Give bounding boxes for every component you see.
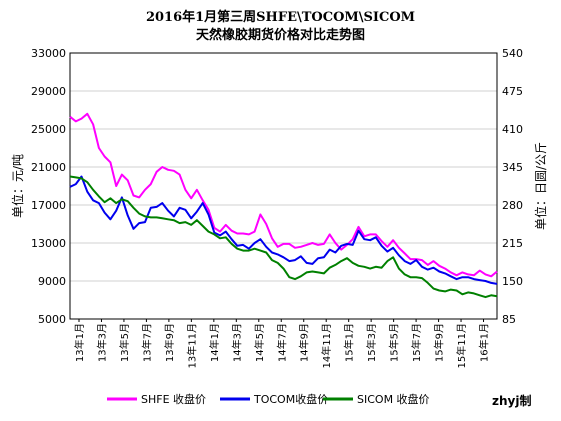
x-tick-label: 13年9月 (163, 323, 176, 362)
y-left-tick-label: 21000 (31, 161, 66, 174)
chart-title: 2016年1月第三周SHFE\TOCOM\SICOM (145, 10, 416, 25)
y-right-tick-label: 85 (502, 313, 516, 326)
x-tick-label: 15年3月 (365, 323, 378, 362)
y-left-tick-label: 9000 (38, 275, 66, 288)
x-tick-label: 16年1月 (478, 323, 491, 362)
y-left-tick-label: 17000 (31, 199, 66, 212)
plot-frame (69, 52, 498, 320)
x-tick-label: 15年9月 (433, 323, 446, 362)
x-tick-label: 15年7月 (410, 323, 423, 362)
y-left-tick-label: 29000 (31, 85, 66, 98)
x-tick-label: 14年11月 (320, 323, 333, 368)
y-left-tick-label: 33000 (31, 47, 66, 60)
credit-text: zhyj制 (492, 393, 531, 408)
legend-label-2: SICOM 收盘价 (357, 392, 430, 406)
y-left-tick-label: 5000 (38, 313, 66, 326)
legend-label-0: SHFE 收盘价 (141, 392, 206, 406)
x-tick-label: 14年7月 (275, 323, 288, 362)
legend: SHFE 收盘价 TOCOM收盘价 SICOM 收盘价 (107, 392, 430, 406)
x-tick-label: 15年5月 (388, 323, 401, 362)
y-right-tick-label: 150 (502, 275, 523, 288)
x-tick-label: 14年9月 (298, 323, 311, 362)
grid-lines (70, 90, 497, 282)
x-tick-label: 13年11月 (185, 323, 198, 368)
y-left-tick-label: 13000 (31, 237, 66, 250)
chart-subtitle: 天然橡胶期货价格对比走势图 (195, 28, 365, 43)
series-line-1 (69, 175, 498, 285)
x-tick-label: 13年3月 (95, 323, 108, 362)
x-tick-label: 14年5月 (253, 323, 266, 362)
y-right-tick-label: 540 (502, 47, 523, 60)
x-tick-label: 13年1月 (73, 323, 86, 362)
y-axis-left-label: 单位：元/吨 (10, 154, 25, 218)
y-axis-right: 85 150 215 280 345 410 475 540 (502, 47, 523, 326)
y-axis-right-label: 单位：日圆/公斤 (533, 142, 548, 230)
x-tick-label: 13年7月 (140, 323, 153, 362)
x-tick-label: 14年1月 (208, 323, 221, 362)
y-left-tick-label: 25000 (31, 123, 66, 136)
x-tick-label: 15年1月 (343, 323, 356, 362)
y-right-tick-label: 215 (502, 237, 523, 250)
y-right-tick-label: 475 (502, 85, 523, 98)
x-axis: 13年1月 13年3月 13年5月 13年7月 13年9月 13年11月 14年1月 14年3… (73, 319, 491, 368)
y-right-tick-label: 345 (502, 161, 523, 174)
y-axis-left: 5000 9000 13000 17000 21000 25000 29000 33000 (31, 47, 66, 326)
x-tick-label: 15年11月 (455, 323, 468, 368)
y-right-tick-label: 280 (502, 199, 523, 212)
series-group (69, 112, 498, 299)
legend-label-1: TOCOM收盘价 (253, 392, 328, 406)
x-tick-label: 14年3月 (230, 323, 243, 362)
y-right-tick-label: 410 (502, 123, 523, 136)
series-line-2 (69, 175, 498, 299)
series-line-0 (69, 112, 498, 278)
x-tick-label: 13年5月 (118, 323, 131, 362)
